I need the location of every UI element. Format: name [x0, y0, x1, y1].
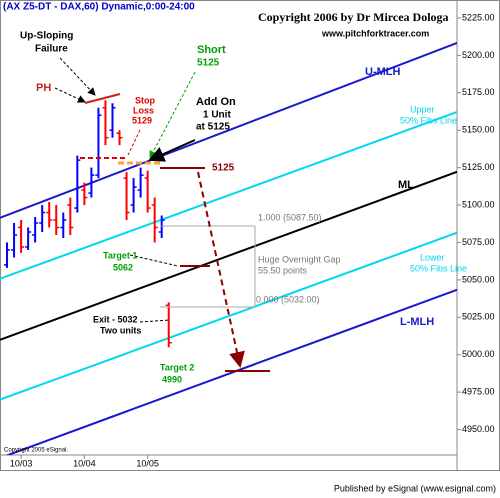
annotation: Up-Sloping	[20, 31, 73, 42]
annotation: Target 1	[103, 250, 137, 260]
line-label: U-MLH	[365, 66, 400, 78]
annotation: 1.000 (5087.50)	[258, 212, 322, 222]
annotation: PH	[36, 82, 51, 94]
line-label: L-MLH	[400, 316, 434, 328]
y-tick-label: 4950.00	[462, 424, 495, 434]
ohlc-bar	[32, 217, 39, 243]
ohlc-bar	[46, 202, 53, 228]
annotation: at 5125	[196, 122, 230, 133]
ohlc-bar	[53, 205, 60, 235]
line-label: 50% Fibs Line	[410, 263, 467, 273]
channel-line	[5, 288, 457, 455]
footer: Published by eSignal (www.esignal.com)	[334, 483, 496, 493]
ohlc-bar	[11, 223, 18, 258]
line-label: Upper	[410, 104, 435, 114]
annotation: 55.50 points	[258, 265, 308, 275]
line-label: 50% Fibs Line	[400, 115, 457, 125]
annotation: Stop	[135, 95, 155, 105]
ohlc-bar	[88, 167, 95, 198]
arrow	[148, 139, 196, 162]
x-tick-label: 10/04	[73, 458, 96, 468]
source-note: Copyright 2005 eSignal.	[4, 448, 68, 454]
ohlc-bar	[67, 197, 74, 235]
ohlc-bar	[102, 100, 109, 146]
ohlc-bar	[25, 227, 32, 250]
channel-line	[0, 170, 457, 341]
annotation: Huge Overnight Gap	[258, 254, 341, 264]
ohlc-bar	[116, 130, 123, 146]
y-tick-label: 5050.00	[462, 274, 495, 284]
annotation: 4990	[162, 374, 182, 384]
arrow	[59, 57, 96, 96]
y-tick-label: 5175.00	[462, 87, 495, 97]
y-tick-label: 4975.00	[462, 387, 495, 397]
line-label: ML	[398, 179, 414, 191]
ohlc-bar	[151, 197, 158, 243]
arrow	[54, 87, 86, 103]
annotation: Failure	[35, 44, 68, 55]
annotation: Loss	[133, 105, 154, 115]
ohlc-bar	[95, 107, 102, 179]
y-tick-label: 5150.00	[462, 125, 495, 135]
y-tick-label: 5025.00	[462, 312, 495, 322]
ohlc-bar	[74, 155, 81, 213]
annotation: Exit - 5032	[93, 314, 138, 324]
channel-line	[0, 111, 457, 280]
y-tick-label: 5000.00	[462, 349, 495, 359]
arrow	[129, 254, 179, 267]
annotation: Add On	[196, 96, 236, 108]
ohlc-bar	[39, 205, 46, 232]
annotations	[54, 57, 270, 372]
annotation: 5125	[212, 163, 235, 174]
arrow	[149, 71, 196, 159]
x-tick-label: 10/05	[136, 458, 159, 468]
annotation: Target 2	[160, 362, 194, 372]
ohlc-bar	[109, 103, 116, 138]
annotation: 5125	[197, 58, 220, 69]
y-tick-label: 5225.00	[462, 12, 495, 22]
ohlc-bar	[4, 242, 11, 268]
ohlc-bar	[123, 172, 130, 221]
ohlc-bar	[137, 167, 144, 198]
ohlc-bar	[130, 178, 137, 213]
line-label: Lower	[420, 252, 445, 262]
y-tick-label: 5100.00	[462, 199, 495, 209]
annotation: Two units	[100, 325, 141, 335]
projection-arrow	[197, 171, 245, 368]
x-tick-label: 10/03	[10, 458, 33, 468]
ohlc-bar	[60, 212, 67, 238]
arrow	[139, 319, 171, 323]
chart-title: (AX Z5-DT - DAX,60) Dynamic,0:00-24:00	[3, 2, 195, 13]
ohlc-bar	[165, 302, 172, 348]
ph-line	[84, 93, 121, 104]
ohlc-bar	[158, 215, 165, 238]
annotation: Short	[197, 44, 226, 56]
annotation: 1 Unit	[203, 110, 231, 121]
channel-line	[0, 231, 457, 401]
annotation: 5129	[132, 115, 152, 125]
ohlc-bar	[18, 220, 25, 253]
channel-line	[0, 42, 457, 219]
chart-frame	[0, 0, 500, 471]
ohlc-bar	[81, 182, 88, 206]
website: www.pitchforktracer.com	[321, 28, 429, 38]
y-tick-label: 5125.00	[462, 162, 495, 172]
ohlc-bar	[144, 170, 151, 213]
annotation: 0.000 (5032.00)	[256, 294, 320, 304]
annotation: 5062	[113, 262, 133, 272]
copyright: Copyright 2006 by Dr Mircea Dologa	[258, 10, 449, 24]
y-tick-label: 5200.00	[462, 50, 495, 60]
y-tick-label: 5075.00	[462, 237, 495, 247]
